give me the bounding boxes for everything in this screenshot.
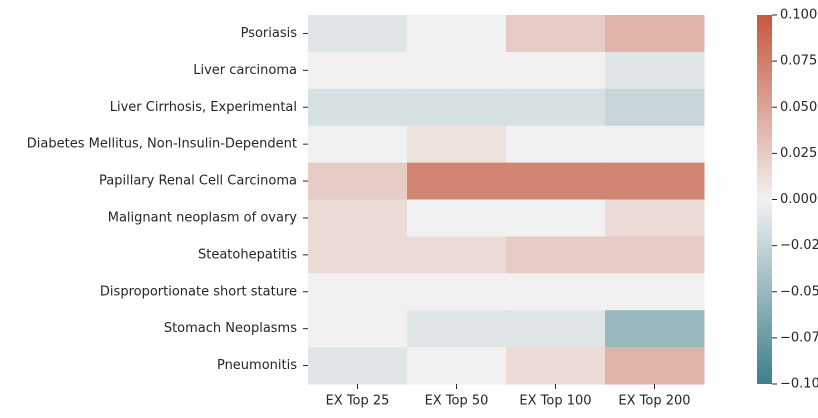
row-label: Liver carcinoma (193, 63, 297, 78)
column-label: EX Top 25 (326, 394, 390, 409)
heatmap-cell (506, 236, 606, 274)
heatmap-cell (506, 347, 606, 385)
heatmap-cell (407, 162, 507, 200)
heatmap-cell (407, 125, 507, 164)
heatmap-cell (308, 88, 408, 127)
heatmap-cell (407, 51, 507, 90)
heatmap-cell (407, 273, 507, 311)
colorbar-tick-label: 0.075 (780, 54, 817, 69)
heatmap-cell (506, 51, 606, 90)
column-label: EX Top 100 (519, 394, 591, 409)
column-label: EX Top 50 (425, 394, 489, 409)
colorbar-tick-label: 0.050 (780, 100, 817, 115)
column-label: EX Top 200 (618, 394, 690, 409)
colorbar-ticks: 0.100 0.075 0.050 0.025 0.000 −0.025 −0.050 −0.… (772, 8, 818, 392)
heatmap-cell (308, 236, 408, 274)
heatmap-cell (605, 51, 705, 90)
heatmap-cell (407, 199, 507, 237)
colorbar-tick-label: 0.000 (780, 192, 817, 207)
heatmap-cell (308, 51, 408, 90)
colorbar-tick-label: −0.075 (780, 330, 818, 345)
row-labels: Psoriasis Liver carcinoma Liver Cirrhosis,… (27, 26, 308, 373)
heatmap-cell (308, 162, 408, 200)
heatmap-cell (506, 199, 606, 237)
heatmap-cell (407, 15, 507, 53)
heatmap-cell (308, 125, 408, 164)
heatmap-cell (407, 88, 507, 127)
colorbar-tick-label: 0.100 (780, 8, 817, 23)
row-label: Psoriasis (241, 26, 298, 41)
row-label: Steatohepatitis (198, 247, 297, 262)
row-label: Liver Cirrhosis, Experimental (110, 100, 297, 115)
row-label: Disproportionate short stature (100, 284, 297, 299)
heatmap-cell (506, 15, 606, 53)
heatmap-cell (506, 310, 606, 348)
heatmap-cell (605, 273, 705, 311)
heatmap-cell (308, 273, 408, 311)
heatmap-cell (605, 125, 705, 164)
heatmap-cell (605, 236, 705, 274)
heatmap-cell (605, 347, 705, 385)
heatmap-cell (308, 347, 408, 385)
row-label: Diabetes Mellitus, Non-Insulin-Dependent (27, 137, 297, 152)
colorbar (757, 15, 772, 384)
heatmap-cell (605, 310, 705, 348)
colorbar-tick-label: −0.050 (780, 284, 818, 299)
heatmap-cell (605, 199, 705, 237)
heatmap-cell (605, 162, 705, 200)
heatmap-cells (308, 15, 705, 385)
row-label: Malignant neoplasm of ovary (108, 210, 298, 225)
heatmap-cell (605, 15, 705, 53)
colorbar-tick-label: −0.025 (780, 238, 818, 253)
column-labels: EX Top 25 EX Top 50 EX Top 100 EX Top 200 (326, 384, 691, 409)
colorbar-tick-label: 0.025 (780, 146, 817, 161)
row-label: Pneumonitis (217, 358, 297, 373)
heatmap-cell (407, 310, 507, 348)
heatmap-cell (506, 125, 606, 164)
row-label: Stomach Neoplasms (164, 321, 297, 336)
heatmap-cell (407, 347, 507, 385)
heatmap-cell (506, 162, 606, 200)
row-label: Papillary Renal Cell Carcinoma (99, 174, 297, 189)
heatmap-cell (308, 310, 408, 348)
heatmap-cell (506, 273, 606, 311)
heatmap-cell (308, 15, 408, 53)
heatmap-cell (407, 236, 507, 274)
heatmap-cell (605, 88, 705, 127)
heatmap-cell (506, 88, 606, 127)
heatmap-cell (308, 199, 408, 237)
colorbar-tick-label: −0.100 (780, 377, 818, 392)
